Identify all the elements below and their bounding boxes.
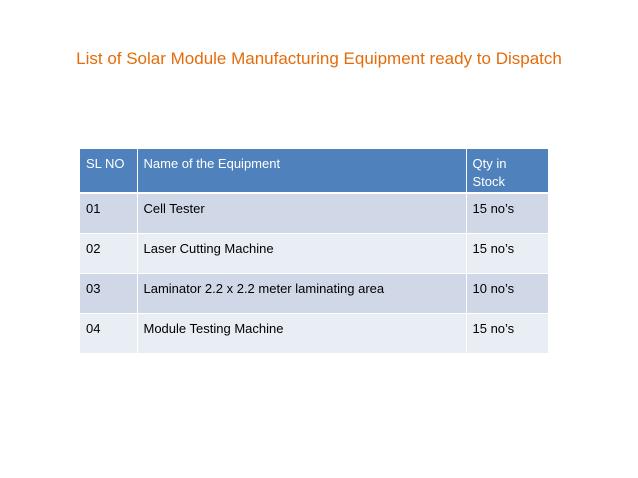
slide-title: List of Solar Module Manufacturing Equip…: [76, 49, 562, 68]
table-row: 01 Cell Tester 15 no’s: [80, 193, 548, 234]
cell-equipment-name: Laminator 2.2 x 2.2 meter laminating are…: [137, 273, 467, 314]
cell-qty: 15 no’s: [466, 233, 548, 274]
equipment-table: SL NO Name of the Equipment Qty in Stock…: [80, 149, 548, 354]
header-equipment-name: Name of the Equipment: [137, 149, 467, 194]
cell-qty: 15 no’s: [466, 193, 548, 234]
cell-sl-no: 03: [80, 273, 138, 314]
table-row: 02 Laser Cutting Machine 15 no’s: [80, 233, 548, 274]
table-row: 04 Module Testing Machine 15 no’s: [80, 313, 548, 354]
cell-qty: 10 no’s: [466, 273, 548, 314]
cell-equipment-name: Cell Tester: [137, 193, 467, 234]
cell-sl-no: 02: [80, 233, 138, 274]
header-qty-in-stock: Qty in Stock: [466, 149, 548, 194]
table-row: 03 Laminator 2.2 x 2.2 meter laminating …: [80, 273, 548, 314]
cell-qty: 15 no’s: [466, 313, 548, 354]
cell-sl-no: 01: [80, 193, 138, 234]
table-header-row: SL NO Name of the Equipment Qty in Stock: [80, 149, 548, 194]
cell-sl-no: 04: [80, 313, 138, 354]
header-sl-no: SL NO: [80, 149, 138, 194]
cell-equipment-name: Laser Cutting Machine: [137, 233, 467, 274]
cell-equipment-name: Module Testing Machine: [137, 313, 467, 354]
